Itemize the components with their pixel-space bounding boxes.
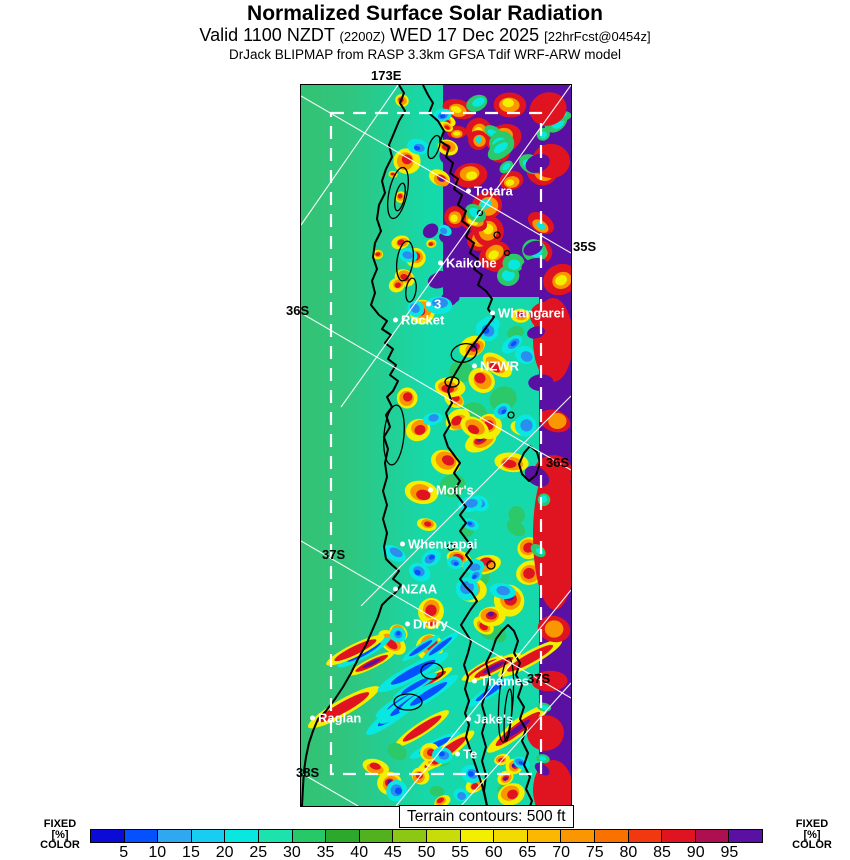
valid-time-line: Valid 1100 NZDT (2200Z) WED 17 Dec 2025 …: [0, 26, 850, 46]
coastline-coromandel: [481, 624, 533, 806]
colorbar-segment: [124, 830, 159, 842]
latitude-line-36s: [301, 312, 571, 471]
caption-percent: [%]: [803, 828, 821, 841]
valid-prefix: Valid 1100 NZDT: [199, 25, 335, 45]
colorbar-tick: 95: [720, 844, 739, 860]
caption-percent: [%]: [51, 828, 69, 841]
colorbar-segment: [91, 830, 125, 842]
colorbar-segment: [359, 830, 394, 842]
colorbar-tick: 80: [619, 844, 638, 860]
coastline-east: [422, 85, 495, 806]
longitude-label-173e: 173E: [371, 68, 402, 83]
colorbar-ticks: 5 10 15 20 25 30 35 40 45 50 55 60 65 70 75 80 85 90 95: [90, 844, 763, 860]
colorbar-tick: 60: [484, 844, 503, 860]
terrain-note: Terrain contours: 500 ft: [399, 805, 574, 828]
colorbar-tick: 15: [182, 844, 200, 860]
colorbar-tick: 90: [686, 844, 705, 860]
coastline-west: [301, 85, 406, 806]
colorbar-tick: 75: [585, 844, 604, 860]
colorbar-segment: [158, 830, 192, 842]
caption-color: COLOR: [792, 839, 832, 851]
longitude-line-2: [340, 85, 571, 408]
colorbar-tick: 35: [316, 844, 335, 860]
radiation-field-blobs: [307, 85, 571, 806]
latitude-label-37s-inner-left: 37S: [322, 547, 346, 562]
caption-fixed: FIXED: [795, 818, 829, 830]
graticule-lines: [301, 85, 571, 806]
colorbar-segment: [393, 830, 427, 842]
valid-date: WED 17 Dec 2025: [390, 25, 540, 45]
caption-fixed: FIXED: [43, 818, 77, 830]
colorbar-tick: 30: [282, 844, 301, 860]
colorbar-segment: [628, 830, 663, 842]
coastline: [301, 85, 541, 806]
colorbar-segment: [494, 830, 528, 842]
colorbar: 5 10 15 20 25 30 35 40 45 50 55 60 65 70 75 80 85 90 95: [90, 829, 763, 860]
title-block: Normalized Surface Solar Radiation Valid…: [0, 2, 850, 62]
colorbar-caption-right: FIXED [%] COLOR: [782, 819, 842, 851]
caption-color: COLOR: [40, 839, 80, 851]
colorbar-segment: [258, 830, 293, 842]
longitude-line-4: [395, 589, 571, 806]
colorbar-tick: 20: [215, 844, 234, 860]
page-title: Normalized Surface Solar Radiation: [247, 2, 603, 25]
colorbar-segment: [292, 830, 327, 842]
colorbar-segment: [695, 830, 730, 842]
model-domain-box: [329, 111, 543, 776]
colorbar-segment: [729, 830, 762, 842]
colorbar-tick: 50: [417, 844, 436, 860]
latitude-line-37s: [301, 540, 571, 699]
forecast-offset: [22hrFcst@0454z]: [544, 29, 651, 44]
colorbar-tick: 10: [148, 844, 167, 860]
colorbar-segment: [191, 830, 226, 842]
colorbar-segment: [460, 830, 495, 842]
colorbar-segment: [527, 830, 562, 842]
longitude-line-5: [460, 682, 571, 806]
latitude-label-36s-inner: 36S: [546, 455, 570, 470]
latitude-line-35s: [301, 95, 571, 254]
colorbar-segment: [326, 830, 360, 842]
model-line: DrJack BLIPMAP from RASP 3.3km GFSA Tdif…: [228, 47, 622, 62]
solar-radiation-map: Totara Kaikohe 3 Rocket Whangarei NZWR M…: [300, 84, 572, 807]
colorbar-segment: [426, 830, 461, 842]
map-canvas: [301, 85, 571, 806]
colorbar-tick: 55: [451, 844, 470, 860]
latitude-label-36s-left: 36S: [286, 303, 310, 318]
latitude-label-38s: 38S: [296, 765, 320, 780]
colorbar-tick: 40: [350, 844, 369, 860]
colorbar-tick: 25: [249, 844, 268, 860]
latitude-line-38s: [301, 772, 359, 806]
colorbar-tick: 5: [119, 844, 129, 860]
colorbar-tick: 65: [518, 844, 537, 860]
colorbar-tick: 45: [383, 844, 402, 860]
colorbar-segment: [594, 830, 629, 842]
colorbar-tick: 70: [552, 844, 570, 860]
colorbar-segment: [561, 830, 595, 842]
valid-zulu: (2200Z): [339, 29, 386, 44]
terrain-contours: [383, 134, 515, 743]
colorbar-segment: [225, 830, 259, 842]
terrain-note-text: Terrain contours: 500 ft: [407, 808, 566, 825]
colorbar-tick: 85: [653, 844, 671, 860]
latitude-label-37s-inner-right: 37S: [527, 671, 551, 686]
colorbar-segments: [90, 829, 763, 843]
colorbar-caption-left: FIXED [%] COLOR: [30, 819, 90, 851]
longitude-line-3: [360, 395, 571, 607]
colorbar-segment: [662, 830, 696, 842]
latitude-label-35s: 35S: [573, 239, 597, 254]
longitude-line-1: [301, 85, 399, 226]
